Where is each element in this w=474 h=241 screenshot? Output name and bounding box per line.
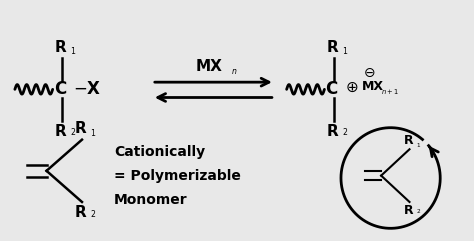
Text: = Polymerizable: = Polymerizable <box>114 169 241 183</box>
Text: R: R <box>55 124 67 139</box>
Text: $\oplus$: $\oplus$ <box>345 80 359 94</box>
Text: $_2$: $_2$ <box>342 127 348 139</box>
Text: MX: MX <box>195 59 222 74</box>
Text: $_2$: $_2$ <box>70 127 76 139</box>
Text: $_n$: $_n$ <box>231 67 238 77</box>
Text: $_1$: $_1$ <box>416 141 421 150</box>
Text: C: C <box>54 80 66 98</box>
Text: R: R <box>404 134 413 147</box>
Text: $-$X: $-$X <box>73 80 102 98</box>
Text: R: R <box>75 205 87 220</box>
Text: Cationically: Cationically <box>114 145 205 159</box>
Text: $_1$: $_1$ <box>90 127 96 140</box>
Text: R: R <box>404 204 413 217</box>
Text: R: R <box>327 124 338 139</box>
Text: Monomer: Monomer <box>114 193 188 207</box>
Text: MX: MX <box>362 80 384 94</box>
Text: R: R <box>55 40 67 55</box>
Text: $\ominus$: $\ominus$ <box>363 66 375 80</box>
Text: $_2$: $_2$ <box>90 208 96 221</box>
Text: C: C <box>325 80 337 98</box>
Text: $_2$: $_2$ <box>416 207 421 216</box>
Text: $_{n+1}$: $_{n+1}$ <box>381 87 400 97</box>
Text: R: R <box>75 121 87 136</box>
Text: $_1$: $_1$ <box>342 46 348 58</box>
Text: R: R <box>327 40 338 55</box>
Text: $_1$: $_1$ <box>70 46 76 58</box>
